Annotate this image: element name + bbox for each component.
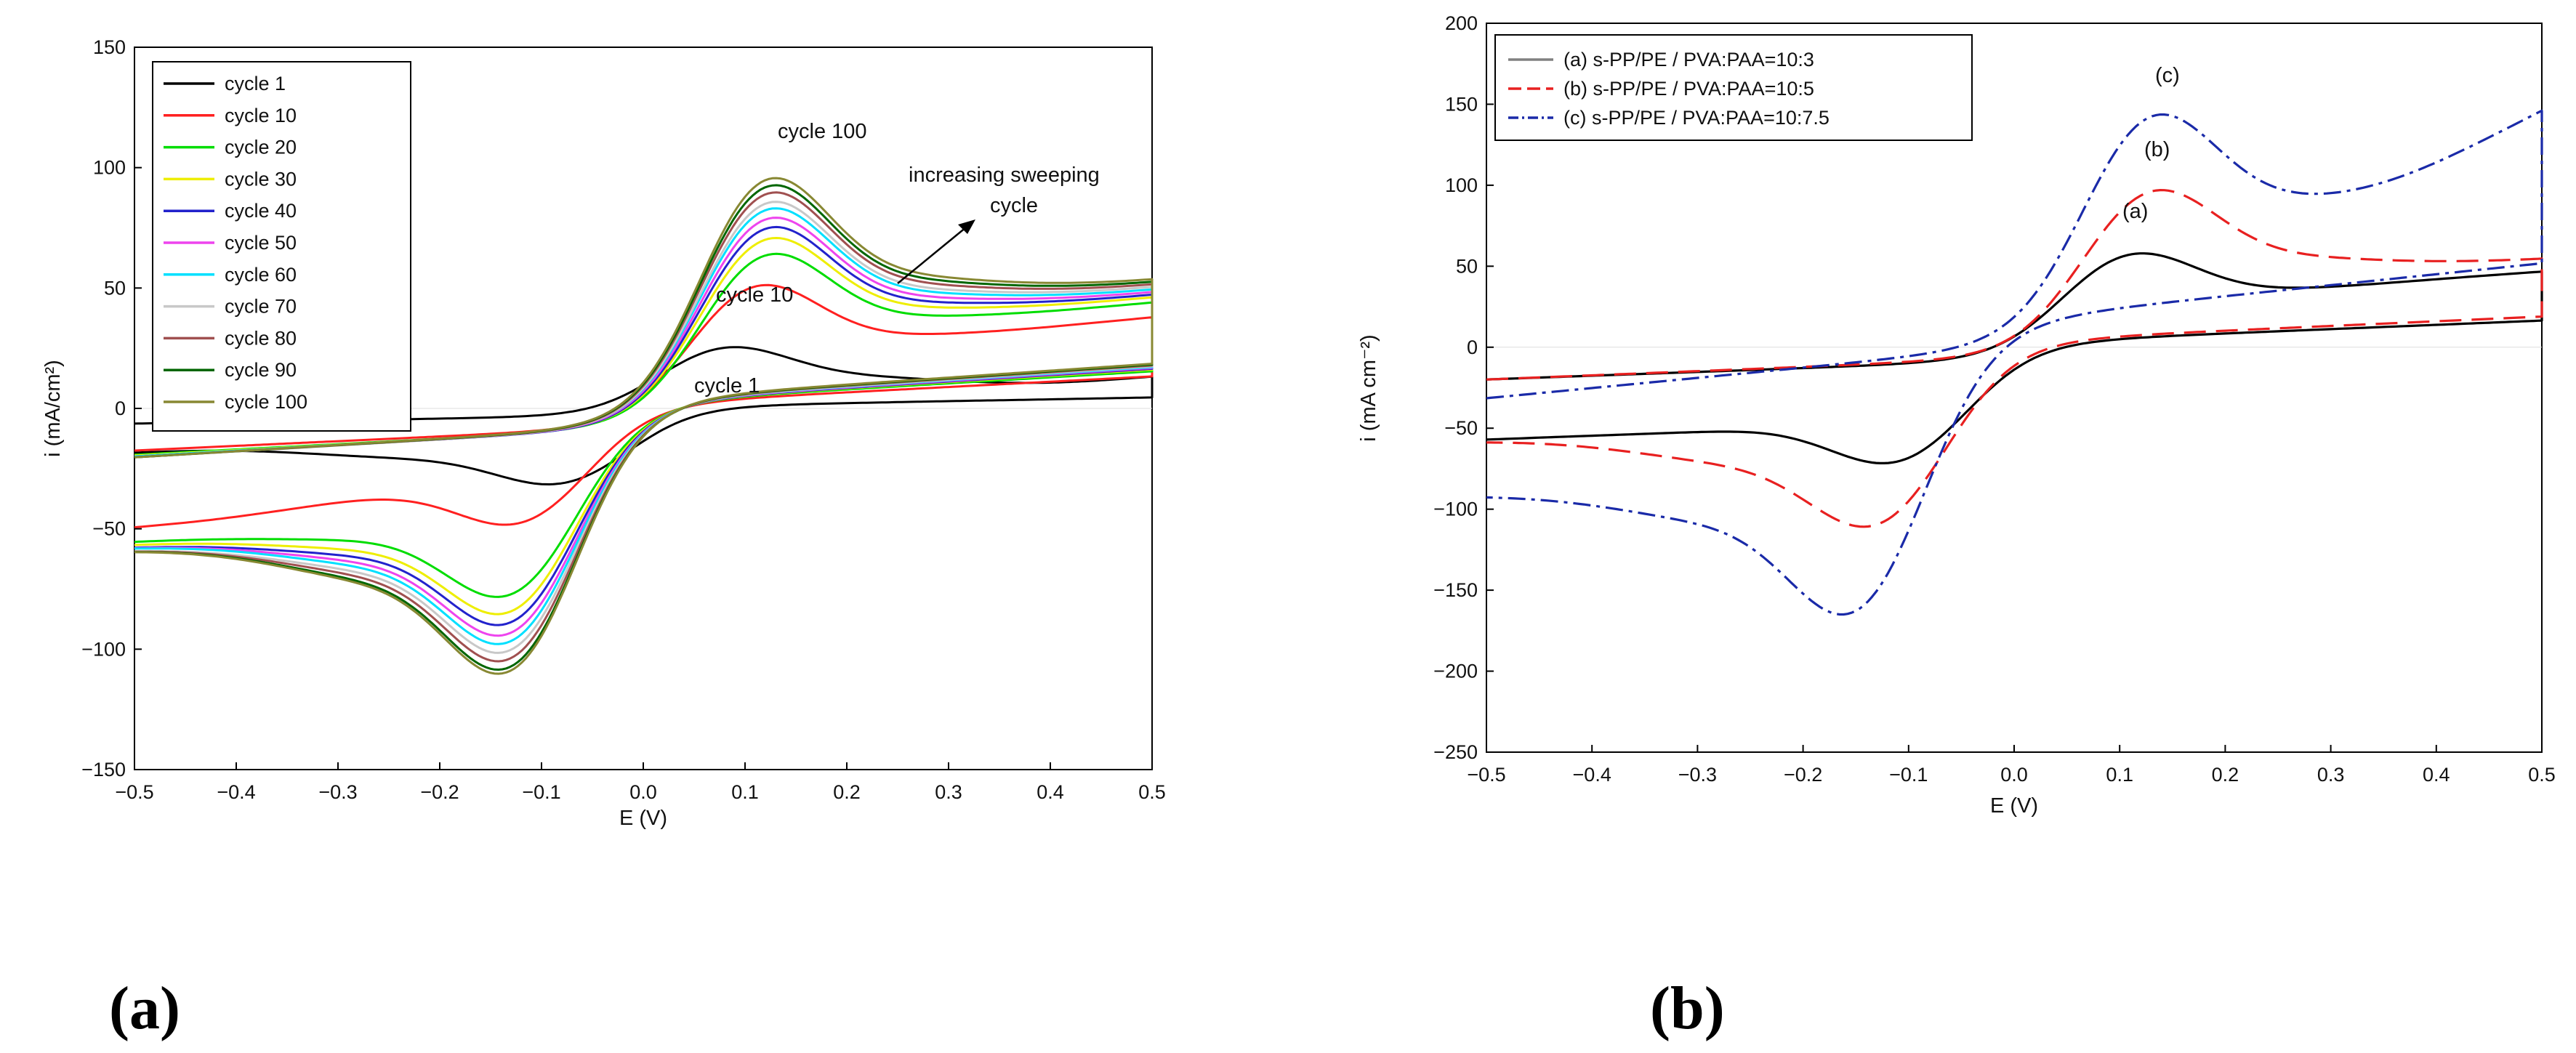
panel-a-curves	[134, 177, 1154, 675]
x-tick-label: 0.0	[629, 781, 657, 803]
x-tick-label: −0.2	[1784, 764, 1822, 786]
x-tick-label: 0.3	[935, 781, 962, 803]
legend-label-3: cycle 30	[225, 168, 297, 190]
annotation-c: (c)	[2155, 64, 2180, 87]
y-tick-label: −50	[1444, 417, 1478, 439]
series-line-1	[1486, 189, 2543, 528]
panel-b-legend-box	[1494, 34, 1973, 141]
x-tick-label: 0.0	[2000, 764, 2028, 786]
x-tick-label: −0.4	[1573, 764, 1611, 786]
x-tick-label: −0.1	[522, 781, 560, 803]
panel-b-x-axis-label: E (V)	[1990, 794, 2038, 818]
panel-a-chart: −0.5 −0.4 −0.3 −0.2 −0.1 0.0 0.1 0.2 0.3 0.4 0.5 −…	[41, 36, 1166, 1042]
panel-b-label: (b)	[1650, 975, 1725, 1042]
series-line-0	[134, 346, 1154, 485]
y-tick-label: 150	[1445, 93, 1478, 115]
y-tick-label: 150	[93, 36, 126, 58]
annotation-a: (a)	[2122, 200, 2148, 223]
panel-a-legend: cycle 1 cycle 10 cycle 20 cycle 30 cycle 40 c…	[152, 61, 411, 432]
y-tick-label: 100	[1445, 174, 1478, 196]
panel-a-x-axis-label: E (V)	[619, 807, 667, 830]
legend-label-7: cycle 70	[225, 296, 297, 318]
x-tick-label: 0.1	[2106, 764, 2133, 786]
annotation-cycle-word: cycle	[990, 194, 1038, 217]
annotation-cycle-10: cycle 10	[716, 283, 793, 307]
series-line-2	[1486, 109, 2543, 616]
legend-label-1: cycle 10	[225, 105, 297, 126]
y-tick-label: −200	[1433, 661, 1478, 682]
legend-label-5: cycle 50	[225, 232, 297, 254]
y-tick-label: −50	[92, 518, 126, 540]
x-tick-label: 0.4	[1037, 781, 1064, 803]
legend-label-2: (c) s-PP/PE / PVA:PAA=10:7.5	[1563, 107, 1830, 129]
panel-b-x-ticks: −0.5 −0.4 −0.3 −0.2 −0.1 0.0 0.1 0.2 0.3 0.4 0.5	[1467, 745, 2556, 786]
y-tick-label: 0	[115, 398, 126, 419]
panel-a-label: (a)	[109, 975, 180, 1042]
annotation-cycle-1: cycle 1	[694, 374, 760, 398]
panel-b-y-axis-label: i (mA cm⁻²)	[1357, 334, 1380, 441]
x-tick-label: −0.5	[1467, 764, 1505, 786]
x-tick-label: 0.3	[2317, 764, 2345, 786]
panel-b-plot-frame	[1486, 23, 2543, 753]
annotation-b: (b)	[2144, 138, 2170, 161]
y-tick-label: −150	[1433, 579, 1478, 601]
y-tick-label: 0	[1467, 336, 1478, 358]
panel-a-y-axis-label: i (mA/cm²)	[41, 360, 65, 457]
panel-b-legend: (a) s-PP/PE / PVA:PAA=10:3 (b) s-PP/PE / …	[1494, 34, 1973, 141]
x-tick-label: 0.5	[1138, 781, 1166, 803]
y-tick-label: 100	[93, 157, 126, 179]
y-tick-label: −250	[1433, 741, 1478, 763]
legend-label-9: cycle 90	[225, 359, 297, 381]
y-tick-label: 50	[104, 277, 126, 299]
x-tick-label: −0.2	[420, 781, 459, 803]
x-tick-label: 0.1	[731, 781, 759, 803]
x-tick-label: −0.4	[217, 781, 255, 803]
y-tick-label: −100	[81, 638, 126, 660]
panel-b-curves	[1486, 109, 2543, 616]
legend-label-1: (b) s-PP/PE / PVA:PAA=10:5	[1563, 78, 1814, 100]
legend-label-0: cycle 1	[225, 73, 286, 94]
series-line-10	[134, 177, 1154, 675]
legend-label-8: cycle 80	[225, 327, 297, 349]
legend-label-6: cycle 60	[225, 264, 297, 286]
x-tick-label: −0.1	[1889, 764, 1928, 786]
panel-a-y-ticks: −150 −100 −50 0 50 100 150	[81, 36, 142, 780]
x-tick-label: −0.3	[318, 781, 357, 803]
panel-b-y-ticks: −250 −200 −150 −100 −50 0 50 100 150 200	[1433, 12, 1494, 763]
legend-label-2: cycle 20	[225, 137, 297, 158]
x-tick-label: 0.5	[2528, 764, 2556, 786]
x-tick-label: 0.2	[833, 781, 861, 803]
legend-label-10: cycle 100	[225, 391, 307, 413]
annotation-increasing-sweeping: increasing sweeping	[909, 164, 1100, 187]
x-tick-label: 0.4	[2423, 764, 2450, 786]
panel-a-x-ticks: −0.5 −0.4 −0.3 −0.2 −0.1 0.0 0.1 0.2 0.3 0.4 0.5	[115, 762, 1166, 803]
annotation-arrow	[897, 219, 975, 284]
x-tick-label: 0.2	[2212, 764, 2239, 786]
y-tick-label: −100	[1433, 499, 1478, 520]
y-tick-label: −150	[81, 759, 126, 780]
y-tick-label: 50	[1456, 255, 1478, 277]
annotation-cycle-100: cycle 100	[778, 120, 867, 143]
panel-b-chart: −0.5 −0.4 −0.3 −0.2 −0.1 0.0 0.1 0.2 0.3 0.4 0.5 −…	[1357, 12, 2556, 1042]
x-tick-label: −0.5	[115, 781, 153, 803]
legend-label-0: (a) s-PP/PE / PVA:PAA=10:3	[1563, 49, 1814, 70]
x-tick-label: −0.3	[1678, 764, 1717, 786]
series-line-0	[1486, 252, 2543, 464]
y-tick-label: 200	[1445, 12, 1478, 34]
legend-label-4: cycle 40	[225, 200, 297, 222]
